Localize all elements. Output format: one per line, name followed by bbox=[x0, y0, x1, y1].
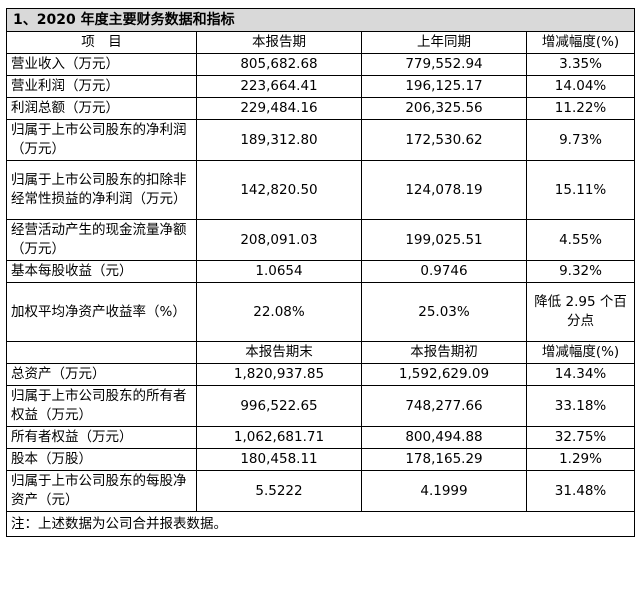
row-label: 营业收入（万元） bbox=[6, 53, 197, 76]
row-label: 总资产（万元） bbox=[6, 363, 197, 386]
row-current: 142,820.50 bbox=[196, 160, 362, 220]
row-label: 基本每股收益（元） bbox=[6, 260, 197, 283]
table-row: 归属于上市公司股东的净利润（万元） 189,312.80 172,530.62 … bbox=[6, 119, 636, 161]
row-current: 180,458.11 bbox=[196, 448, 362, 471]
header-row-2: 本报告期末 本报告期初 增减幅度(%) bbox=[6, 341, 636, 364]
table-row: 归属于上市公司股东的扣除非经常性损益的净利润（万元） 142,820.50 12… bbox=[6, 160, 636, 220]
table-row: 所有者权益（万元） 1,062,681.71 800,494.88 32.75% bbox=[6, 426, 636, 449]
row-prior: 172,530.62 bbox=[361, 119, 527, 161]
table-row: 加权平均净资产收益率（%） 22.08% 25.03% 降低 2.95 个百分点 bbox=[6, 282, 636, 342]
row-change: 31.48% bbox=[525, 470, 636, 512]
table-row: 基本每股收益（元） 1.0654 0.9746 9.32% bbox=[6, 260, 636, 283]
row-label: 经营活动产生的现金流量净额（万元） bbox=[6, 219, 197, 261]
row-prior: 1,592,629.09 bbox=[361, 363, 527, 386]
row-current: 189,312.80 bbox=[196, 119, 362, 161]
table-row: 总资产（万元） 1,820,937.85 1,592,629.09 14.34% bbox=[6, 363, 636, 386]
row-current: 805,682.68 bbox=[196, 53, 362, 76]
row-current: 229,484.16 bbox=[196, 97, 362, 120]
table-row: 归属于上市公司股东的每股净资产（元） 5.5222 4.1999 31.48% bbox=[6, 470, 636, 512]
header-change: 增减幅度(%) bbox=[525, 341, 636, 364]
row-change: 15.11% bbox=[525, 160, 636, 220]
row-label: 所有者权益（万元） bbox=[6, 426, 197, 449]
row-change: 9.32% bbox=[525, 260, 636, 283]
row-prior: 4.1999 bbox=[361, 470, 527, 512]
row-change: 14.04% bbox=[525, 75, 636, 98]
header-period-start: 本报告期初 bbox=[361, 341, 527, 364]
row-change: 33.18% bbox=[525, 385, 636, 427]
table-row: 营业利润（万元） 223,664.41 196,125.17 14.04% bbox=[6, 75, 636, 98]
row-prior: 779,552.94 bbox=[361, 53, 527, 76]
row-current: 208,091.03 bbox=[196, 219, 362, 261]
table-row: 股本（万股） 180,458.11 178,165.29 1.29% bbox=[6, 448, 636, 471]
row-label: 归属于上市公司股东的每股净资产（元） bbox=[6, 470, 197, 512]
row-change: 1.29% bbox=[525, 448, 636, 471]
row-prior: 178,165.29 bbox=[361, 448, 527, 471]
table-row: 经营活动产生的现金流量净额（万元） 208,091.03 199,025.51 … bbox=[6, 219, 636, 261]
note-row: 注：上述数据为公司合并报表数据。 bbox=[5, 511, 636, 537]
header-current-period: 本报告期 bbox=[196, 31, 362, 54]
row-change: 14.34% bbox=[525, 363, 636, 386]
row-prior: 199,025.51 bbox=[361, 219, 527, 261]
financial-table-container: 1、2020 年度主要财务数据和指标 项 目 本报告期 上年同期 增减幅度(%)… bbox=[5, 8, 636, 537]
row-current: 1,062,681.71 bbox=[196, 426, 362, 449]
row-prior: 196,125.17 bbox=[361, 75, 527, 98]
row-current: 1.0654 bbox=[196, 260, 362, 283]
row-current: 223,664.41 bbox=[196, 75, 362, 98]
row-change: 11.22% bbox=[525, 97, 636, 120]
row-label: 营业利润（万元） bbox=[6, 75, 197, 98]
header-item: 项 目 bbox=[6, 31, 197, 54]
row-change: 9.73% bbox=[525, 119, 636, 161]
row-prior: 800,494.88 bbox=[361, 426, 527, 449]
row-prior: 0.9746 bbox=[361, 260, 527, 283]
header-change: 增减幅度(%) bbox=[525, 31, 636, 54]
row-prior: 124,078.19 bbox=[361, 160, 527, 220]
row-label: 归属于上市公司股东的扣除非经常性损益的净利润（万元） bbox=[6, 160, 197, 220]
table-title-row: 1、2020 年度主要财务数据和指标 bbox=[5, 8, 636, 32]
table-title: 1、2020 年度主要财务数据和指标 bbox=[5, 8, 636, 32]
row-label: 利润总额（万元） bbox=[6, 97, 197, 120]
header-item-blank bbox=[6, 341, 197, 364]
row-change: 4.55% bbox=[525, 219, 636, 261]
table-row: 利润总额（万元） 229,484.16 206,325.56 11.22% bbox=[6, 97, 636, 120]
table-row: 归属于上市公司股东的所有者权益（万元） 996,522.65 748,277.6… bbox=[6, 385, 636, 427]
row-current: 996,522.65 bbox=[196, 385, 362, 427]
row-label: 股本（万股） bbox=[6, 448, 197, 471]
header-period-end: 本报告期末 bbox=[196, 341, 362, 364]
row-label: 加权平均净资产收益率（%） bbox=[6, 282, 197, 342]
row-current: 1,820,937.85 bbox=[196, 363, 362, 386]
row-prior: 748,277.66 bbox=[361, 385, 527, 427]
table-row: 营业收入（万元） 805,682.68 779,552.94 3.35% bbox=[6, 53, 636, 76]
row-label: 归属于上市公司股东的所有者权益（万元） bbox=[6, 385, 197, 427]
row-label: 归属于上市公司股东的净利润（万元） bbox=[6, 119, 197, 161]
row-current: 22.08% bbox=[196, 282, 362, 342]
row-prior: 25.03% bbox=[361, 282, 527, 342]
row-change: 32.75% bbox=[525, 426, 636, 449]
row-current: 5.5222 bbox=[196, 470, 362, 512]
financial-data-table: 1、2020 年度主要财务数据和指标 项 目 本报告期 上年同期 增减幅度(%)… bbox=[5, 8, 636, 537]
header-row-1: 项 目 本报告期 上年同期 增减幅度(%) bbox=[6, 31, 636, 54]
header-prior-period: 上年同期 bbox=[361, 31, 527, 54]
table-note: 注：上述数据为公司合并报表数据。 bbox=[5, 511, 636, 537]
row-change: 降低 2.95 个百分点 bbox=[525, 282, 636, 342]
row-change: 3.35% bbox=[525, 53, 636, 76]
row-prior: 206,325.56 bbox=[361, 97, 527, 120]
